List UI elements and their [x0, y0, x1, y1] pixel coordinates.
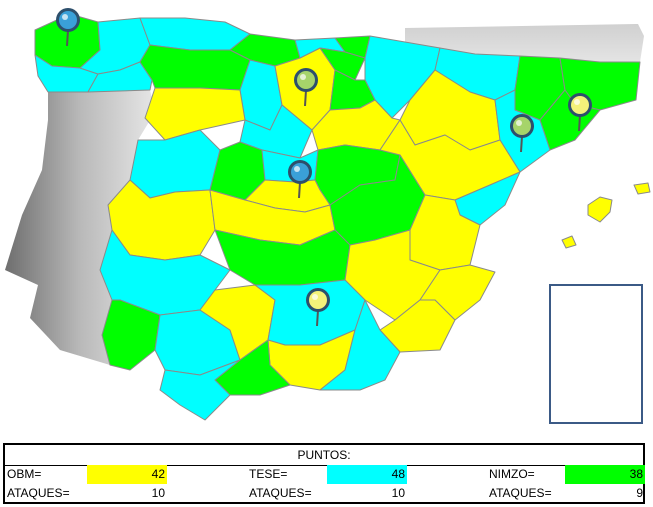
region-salamanca: [129, 129, 221, 199]
france: [405, 24, 644, 62]
team-nimzo-attacks-label: ATAQUES=: [489, 486, 552, 500]
team-obm-label: OBM=: [7, 467, 42, 481]
portugal: [5, 90, 155, 365]
pin-barcelona-icon[interactable]: [568, 93, 592, 132]
points-row: OBM= 42 TESE= 48 NIMZO= 38: [5, 465, 645, 484]
team-nimzo-attacks: 9: [636, 486, 643, 500]
team-tese-attacks-label: ATAQUES=: [249, 486, 312, 500]
region-mallorca: [587, 196, 613, 223]
team-nimzo-points: 38: [565, 465, 645, 484]
pin-galicia-icon[interactable]: [56, 8, 80, 47]
pin-lleida-icon[interactable]: [510, 114, 534, 153]
scoreboard: PUNTOS: OBM= 42 TESE= 48 NIMZO= 38 ATAQU…: [3, 443, 645, 504]
attacks-row: ATAQUES= 10 ATAQUES= 10 ATAQUES= 9: [5, 484, 643, 503]
team-tese-points: 48: [327, 465, 407, 484]
region-menorca: [633, 182, 651, 195]
team-obm-points: 42: [87, 465, 167, 484]
region-ibiza: [561, 235, 577, 249]
region-cadiz: [159, 359, 241, 421]
team-obm-attacks-label: ATAQUES=: [7, 486, 70, 500]
spain-map: [5, 8, 651, 421]
pin-madrid-icon[interactable]: [288, 160, 312, 199]
scoreboard-title: PUNTOS:: [5, 445, 643, 466]
region-zamora: [144, 87, 246, 141]
canary-islands-inset-frame: [549, 284, 643, 424]
team-obm-attacks: 10: [151, 486, 165, 500]
pin-burgos-icon[interactable]: [294, 68, 318, 107]
region-huelva: [101, 299, 161, 371]
region-alava: [319, 47, 366, 81]
region-almeria: [319, 299, 401, 391]
team-nimzo-label: NIMZO=: [489, 467, 535, 481]
team-tese-attacks: 10: [391, 486, 405, 500]
region-leon: [139, 44, 251, 91]
region-navarra: [364, 35, 441, 119]
region-asturias: [139, 17, 251, 51]
pin-jaen-icon[interactable]: [306, 288, 330, 327]
team-tese-label: TESE=: [249, 467, 288, 481]
